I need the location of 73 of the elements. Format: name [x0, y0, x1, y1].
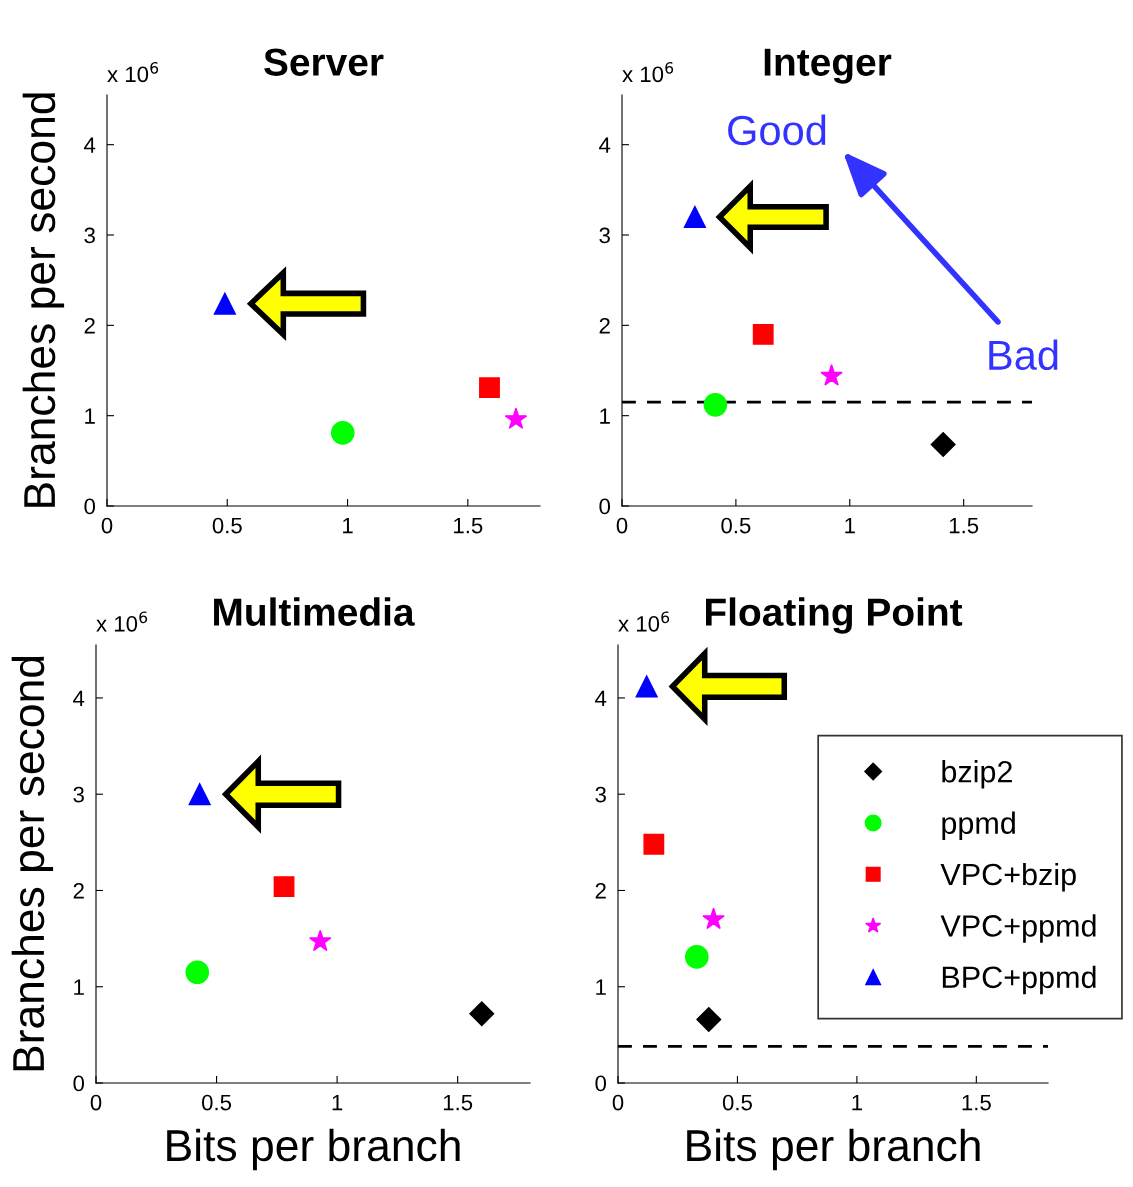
- y-tick-label: 4: [595, 690, 607, 706]
- y-tick-label: 2: [595, 883, 606, 899]
- y-tick-label: 4: [599, 137, 611, 153]
- y-tick-label: 2: [599, 317, 610, 334]
- point: [469, 1001, 495, 1027]
- y-tick-label: 0: [84, 498, 96, 515]
- point: [683, 205, 707, 229]
- point: [752, 323, 774, 345]
- y-tick-label: 1: [85, 408, 95, 424]
- point: [504, 407, 528, 429]
- x-axis-title: Bits per branch: [167, 1128, 460, 1171]
- point: [702, 907, 725, 930]
- y-tick-label: 0: [73, 1075, 85, 1092]
- point: [479, 377, 500, 399]
- y-tick-label: 3: [73, 786, 84, 803]
- y-tick-label: 0: [599, 498, 611, 515]
- y-tick-label: 3: [84, 227, 95, 244]
- x-tick-label: 0.5: [201, 1094, 232, 1111]
- y-tick-label: 1: [596, 979, 606, 995]
- x-axis-title: Bits per branch: [687, 1128, 980, 1171]
- point: [820, 364, 843, 386]
- point: [273, 876, 295, 898]
- y-tick-label: 0: [595, 1075, 607, 1092]
- legend-label: bzip2: [942, 760, 1012, 789]
- x-tick-label: 1: [852, 1094, 862, 1111]
- text: x 10$^{6}$: [107, 61, 159, 83]
- y-tick-label: 3: [595, 786, 606, 803]
- x-tick-label: 1.5: [949, 517, 979, 534]
- x-tick-label: 0.5: [722, 1094, 752, 1111]
- point: [685, 945, 709, 969]
- point: [213, 292, 236, 315]
- x-tick-label: 1: [343, 517, 353, 534]
- x-tick-label: 1.5: [454, 517, 483, 534]
- x-tick-label: 1.5: [962, 1094, 991, 1111]
- text: x 10$^{6}$: [96, 611, 148, 632]
- x-tick-label: 1.5: [443, 1094, 473, 1111]
- y-tick-label: 2: [73, 883, 84, 899]
- point: [643, 833, 665, 855]
- y-tick-label: 3: [599, 227, 610, 244]
- point: [308, 929, 332, 952]
- chart-title: Server: [264, 48, 384, 76]
- legend-label: BPC+ppmd: [942, 965, 1096, 995]
- text: x 10$^{6}$: [618, 611, 670, 632]
- x-tick-label: 0.5: [212, 517, 242, 534]
- y-axis-title: Branches per second: [11, 656, 54, 1071]
- y-tick-label: 4: [73, 690, 85, 706]
- legend-label: ppmd: [942, 811, 1015, 840]
- x-tick-label: 0.5: [721, 517, 751, 534]
- y-tick-label: 1: [74, 979, 84, 995]
- y-tick-label: 4: [84, 137, 96, 153]
- x-tick-label: 1: [332, 1094, 343, 1111]
- point: [330, 421, 355, 445]
- chart-title: Integer: [764, 48, 892, 84]
- point: [930, 432, 956, 458]
- chart-title: Floating Point: [706, 597, 963, 634]
- x-tick-label: 0: [612, 1094, 624, 1111]
- x-tick-label: 1: [845, 517, 855, 534]
- point: [188, 783, 211, 806]
- legend-label: VPC+ppmd: [940, 914, 1096, 943]
- chart-title: Multimedia: [214, 597, 415, 626]
- point: [185, 960, 210, 985]
- annotation: Good: [728, 114, 826, 146]
- y-tick-label: 1: [600, 408, 610, 424]
- point: [635, 675, 658, 698]
- annotation: Bad: [989, 339, 1058, 371]
- legend-label: VPC+bzip: [940, 862, 1076, 892]
- point: [703, 393, 728, 417]
- x-tick-label: 0: [101, 517, 113, 534]
- text: x 10$^{6}$: [622, 61, 674, 83]
- y-tick-label: 2: [84, 317, 95, 334]
- point: [696, 1006, 722, 1032]
- y-axis-title: Branches per second: [22, 93, 65, 507]
- x-tick-label: 0: [616, 517, 628, 534]
